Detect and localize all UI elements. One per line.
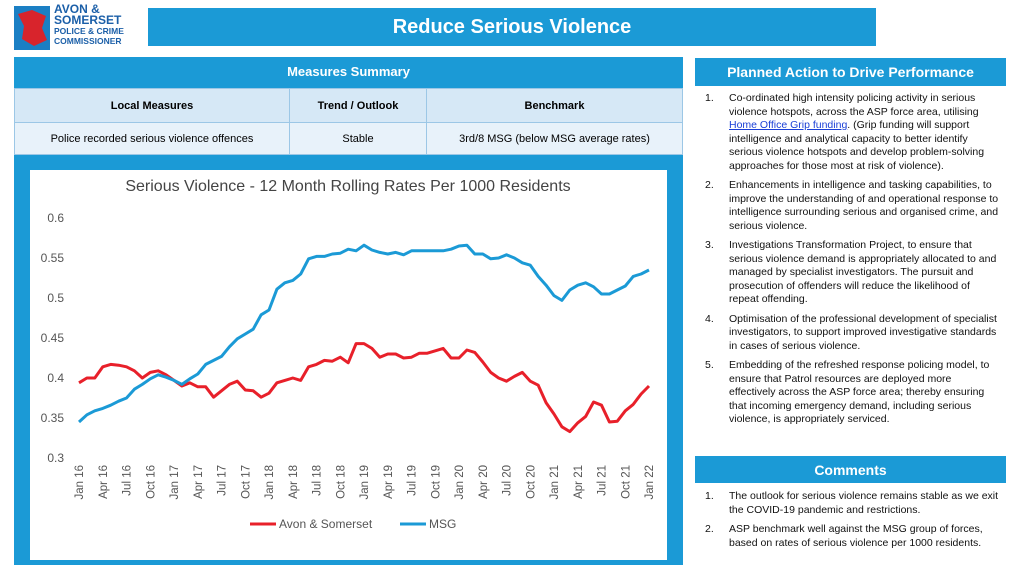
- cell: Stable: [289, 122, 427, 155]
- x-tick-label: Jan 21: [549, 465, 561, 500]
- x-tick-label: Oct 18: [335, 465, 347, 499]
- item-text-part: ASP benchmark well against the MSG group…: [729, 523, 983, 549]
- x-tick-label: Jan 22: [644, 465, 656, 500]
- measures-table: Local Measures Trend / Outlook Benchmark…: [14, 88, 683, 155]
- x-tick-label: Oct 21: [620, 465, 632, 499]
- item-text: Optimisation of the professional develop…: [729, 313, 1000, 354]
- item-text: Embedding of the refreshed response poli…: [729, 359, 1000, 427]
- logo-line: COMMISSIONER: [54, 36, 122, 46]
- list-item: 5. Embedding of the refreshed response po…: [695, 359, 1000, 427]
- comments-list: 1. The outlook for serious violence remai…: [695, 490, 1000, 556]
- chart: Serious Violence - 12 Month Rolling Rate…: [30, 170, 667, 560]
- cell: Police recorded serious violence offence…: [14, 122, 290, 155]
- item-text-part: . (Grip funding will support intelligenc…: [729, 119, 985, 172]
- x-tick-label: Jan 17: [169, 465, 181, 500]
- chart-title: Serious Violence - 12 Month Rolling Rate…: [125, 178, 570, 195]
- list-item: 2. ASP benchmark well against the MSG gro…: [695, 523, 1000, 550]
- x-tick-label: Apr 17: [193, 465, 205, 499]
- item-text-part: The outlook for serious violence remains…: [729, 490, 999, 516]
- y-tick-label: 0.6: [47, 211, 64, 225]
- logo-mark: [14, 6, 50, 50]
- list-item: 3. Investigations Transformation Project,…: [695, 239, 1000, 307]
- list-item: 1. The outlook for serious violence remai…: [695, 490, 1000, 517]
- x-tick-label: Apr 18: [288, 465, 300, 499]
- column-header: Local Measures: [14, 88, 290, 123]
- x-tick-label: Oct 16: [145, 465, 157, 499]
- x-tick-label: Apr 20: [478, 465, 490, 499]
- column-header: Benchmark: [426, 88, 683, 123]
- item-text: Enhancements in intelligence and tasking…: [729, 179, 1000, 233]
- x-tick-label: Jul 19: [407, 465, 419, 496]
- x-tick-label: Jul 17: [217, 465, 229, 496]
- item-number: 1.: [705, 92, 714, 104]
- x-tick-label: Apr 19: [383, 465, 395, 499]
- list-item: 4. Optimisation of the professional devel…: [695, 313, 1000, 354]
- item-text-part: Optimisation of the professional develop…: [729, 312, 997, 352]
- item-text: Co-ordinated high intensity policing act…: [729, 92, 1000, 173]
- x-tick-label: Oct 17: [240, 465, 252, 499]
- x-tick-label: Oct 20: [525, 465, 537, 499]
- y-tick-label: 0.3: [47, 451, 64, 465]
- comments-title: Comments: [695, 456, 1006, 483]
- left-panel: Measures Summary Local Measures Trend / …: [14, 57, 683, 565]
- x-tick-label: Jan 19: [359, 465, 371, 500]
- measures-title: Measures Summary: [14, 57, 683, 86]
- x-tick-label: Jul 21: [597, 465, 609, 496]
- x-tick-label: Apr 16: [98, 465, 110, 499]
- logo-line: AVON &: [54, 2, 100, 16]
- logo-line: POLICE & CRIME: [54, 26, 124, 36]
- x-tick-label: Apr 21: [573, 465, 585, 499]
- x-tick-label: Jan 16: [74, 465, 86, 500]
- legend-label: MSG: [429, 517, 456, 531]
- item-text: Investigations Transformation Project, t…: [729, 239, 1000, 307]
- item-number: 1.: [705, 490, 714, 502]
- item-text-part: Investigations Transformation Project, t…: [729, 239, 997, 305]
- link[interactable]: Home Office Grip funding: [729, 119, 848, 131]
- y-tick-label: 0.55: [41, 251, 65, 265]
- series-line: [77, 243, 650, 424]
- x-tick-label: Jul 20: [502, 465, 514, 496]
- actions-list: 1. Co-ordinated high intensity policing a…: [695, 92, 1000, 433]
- item-number: 3.: [705, 239, 714, 251]
- y-tick-label: 0.45: [41, 331, 65, 345]
- list-item: 2. Enhancements in intelligence and taski…: [695, 179, 1000, 233]
- y-tick-label: 0.35: [41, 411, 65, 425]
- x-tick-label: Jan 20: [454, 465, 466, 500]
- logo: AVON & SOMERSET POLICE & CRIME COMMISSIO…: [14, 2, 144, 50]
- item-text-part: Embedding of the refreshed response poli…: [729, 359, 990, 425]
- x-tick-label: Oct 19: [430, 465, 442, 499]
- y-tick-label: 0.4: [47, 371, 64, 385]
- actions-title: Planned Action to Drive Performance: [695, 58, 1006, 86]
- item-number: 5.: [705, 359, 714, 371]
- page-title: Reduce Serious Violence: [148, 8, 876, 46]
- cell: 3rd/8 MSG (below MSG average rates): [426, 122, 683, 155]
- item-number: 2.: [705, 179, 714, 191]
- x-tick-label: Jul 16: [122, 465, 134, 496]
- logo-line: SOMERSET: [54, 13, 122, 27]
- legend-label: Avon & Somerset: [279, 517, 373, 531]
- series-line: [78, 342, 651, 434]
- list-item: 1. Co-ordinated high intensity policing a…: [695, 92, 1000, 173]
- item-text-part: Enhancements in intelligence and tasking…: [729, 179, 999, 232]
- item-text-part: Co-ordinated high intensity policing act…: [729, 92, 979, 118]
- column-header: Trend / Outlook: [289, 88, 427, 123]
- item-text: The outlook for serious violence remains…: [729, 490, 1000, 517]
- item-number: 2.: [705, 523, 714, 535]
- x-tick-label: Jul 18: [312, 465, 324, 496]
- item-number: 4.: [705, 312, 714, 325]
- item-text: ASP benchmark well against the MSG group…: [729, 523, 1000, 550]
- x-tick-label: Jan 18: [264, 465, 276, 500]
- y-tick-label: 0.5: [47, 291, 64, 305]
